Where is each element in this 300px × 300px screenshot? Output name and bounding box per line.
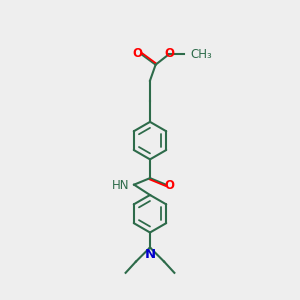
Text: HN: HN (112, 179, 129, 192)
Text: O: O (165, 179, 175, 192)
Text: O: O (133, 47, 143, 60)
Text: O: O (165, 47, 175, 60)
Text: CH₃: CH₃ (190, 48, 212, 61)
Text: N: N (144, 248, 156, 261)
